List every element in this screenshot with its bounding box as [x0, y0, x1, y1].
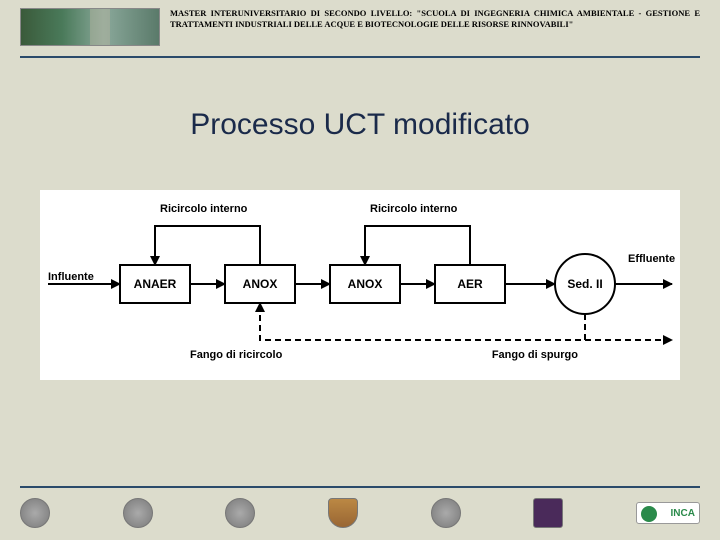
header-title-text: MASTER INTERUNIVERSITARIO DI SECONDO LIV…: [170, 8, 700, 29]
slide-title: Processo UCT modificato: [0, 108, 720, 142]
footer-logo-inca: INCA: [636, 502, 700, 524]
svg-text:Ricircolo interno: Ricircolo interno: [160, 203, 248, 215]
footer-logo-4: [328, 498, 358, 528]
svg-text:Influente: Influente: [48, 271, 94, 283]
svg-text:AER: AER: [457, 277, 483, 291]
svg-text:Sed. II: Sed. II: [567, 277, 602, 291]
bottom-divider: [20, 486, 700, 488]
svg-text:Ricircolo interno: Ricircolo interno: [370, 203, 458, 215]
footer-logo-5: [431, 498, 461, 528]
footer-logo-row: INCA: [20, 498, 700, 528]
footer-logo-6: [533, 498, 563, 528]
process-diagram: ANAER ANOX ANOX AER Sed. II Ricircolo interno…: [40, 190, 680, 380]
svg-text:Fango di spurgo: Fango di spurgo: [492, 349, 578, 361]
header-photo: [20, 8, 160, 46]
svg-text:Effluente: Effluente: [628, 253, 675, 265]
svg-text:ANOX: ANOX: [348, 277, 383, 291]
svg-text:Fango di ricircolo: Fango di ricircolo: [190, 349, 283, 361]
footer-logo-3: [225, 498, 255, 528]
footer-logo-2: [123, 498, 153, 528]
inca-label: INCA: [670, 508, 694, 519]
svg-text:ANAER: ANAER: [134, 277, 177, 291]
svg-text:ANOX: ANOX: [243, 277, 278, 291]
top-divider: [20, 56, 700, 58]
footer-logo-1: [20, 498, 50, 528]
slide-header: MASTER INTERUNIVERSITARIO DI SECONDO LIV…: [0, 0, 720, 46]
